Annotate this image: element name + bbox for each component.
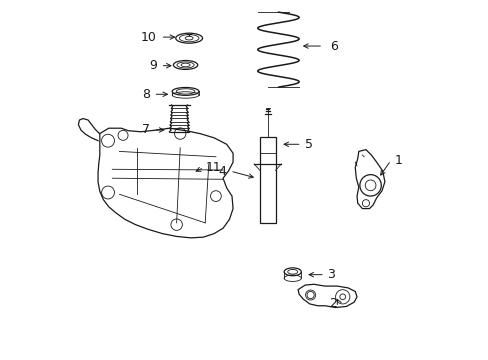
- Text: 4: 4: [218, 165, 226, 177]
- Text: 6: 6: [329, 40, 337, 53]
- Text: 2: 2: [329, 297, 337, 310]
- Text: 3: 3: [326, 268, 334, 281]
- Text: 5: 5: [305, 138, 313, 151]
- Text: 10: 10: [141, 31, 157, 44]
- Text: 8: 8: [142, 88, 149, 101]
- Text: 9: 9: [149, 59, 157, 72]
- Text: 1: 1: [394, 154, 402, 167]
- Text: 11: 11: [205, 161, 221, 174]
- Text: 7: 7: [142, 123, 149, 136]
